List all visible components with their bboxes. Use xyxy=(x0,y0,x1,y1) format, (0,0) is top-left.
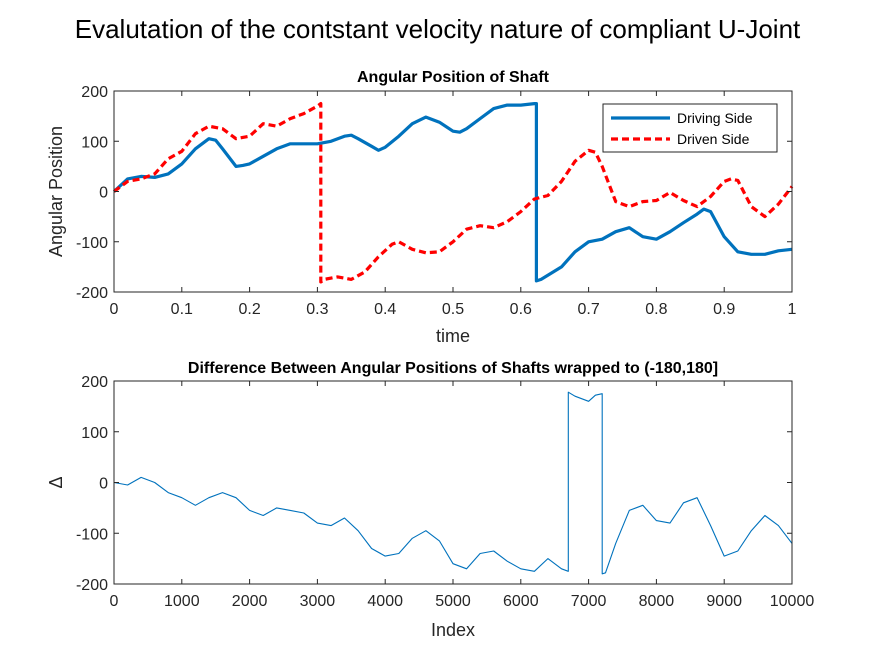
legend-box xyxy=(602,103,778,153)
series-group xyxy=(112,101,794,284)
x-tick-label: 4000 xyxy=(367,593,403,610)
x-tick-label: 6000 xyxy=(503,593,539,610)
x-tick-label: 8000 xyxy=(639,593,675,610)
figure-title: Evalutation of the contstant velocity na… xyxy=(74,14,801,44)
x-tick-label: 0 xyxy=(110,301,119,318)
series-line-1 xyxy=(113,391,793,575)
x-tick-label: 5000 xyxy=(435,593,471,610)
legend: Driving Side Driven Side xyxy=(602,103,778,153)
series-line-2 xyxy=(113,101,794,284)
x-tick-label: 0.6 xyxy=(510,301,532,318)
series-group xyxy=(113,391,793,575)
x-tick-label: 0.5 xyxy=(442,301,464,318)
y-axis-label: Angular Position xyxy=(46,126,66,257)
x-tick-label: 9000 xyxy=(706,593,742,610)
x-tick-label: 7000 xyxy=(571,593,607,610)
x-tick-label: 0 xyxy=(110,593,119,610)
x-tick-label: 0.8 xyxy=(645,301,667,318)
x-tick-label: 0.7 xyxy=(577,301,599,318)
y-tick-label: 100 xyxy=(81,425,108,442)
chart-title: Difference Between Angular Positions of … xyxy=(188,360,718,377)
y-tick-label: -100 xyxy=(76,526,108,543)
chart-title: Angular Position of Shaft xyxy=(357,69,550,86)
y-tick-label: -100 xyxy=(76,235,108,252)
y-tick-label: 200 xyxy=(81,84,108,101)
legend-label-1: Driving Side xyxy=(677,110,753,126)
y-tick-label: 0 xyxy=(99,185,108,202)
x-tick-label: 0.2 xyxy=(238,301,260,318)
y-axis-label: Δ xyxy=(46,476,66,488)
series-line-1 xyxy=(112,101,793,283)
x-tick-label: 2000 xyxy=(232,593,268,610)
x-tick-label: 0.4 xyxy=(374,301,396,318)
y-tick-label: -200 xyxy=(76,285,108,302)
x-tick-label: 10000 xyxy=(770,593,815,610)
y-tick-label: 0 xyxy=(99,476,108,493)
y-tick-label: 200 xyxy=(81,374,108,391)
x-axis-label: Index xyxy=(431,620,475,640)
x-tick-label: 1000 xyxy=(164,593,200,610)
x-tick-label: 0.9 xyxy=(713,301,735,318)
plot-area xyxy=(114,381,792,584)
x-axis-label: time xyxy=(436,326,470,346)
chart-2: 0 1000 2000 3000 4000 5000 6000 7000 8000 9000 100… xyxy=(46,360,814,640)
legend-label-2: Driven Side xyxy=(677,131,750,147)
x-tick-label: 0.3 xyxy=(306,301,328,318)
x-tick-label: 1 xyxy=(788,301,797,318)
x-tick-label: 0.1 xyxy=(171,301,193,318)
x-tick-label: 3000 xyxy=(300,593,336,610)
y-tick-label: 100 xyxy=(81,134,108,151)
y-tick-label: -200 xyxy=(76,577,108,594)
chart-1: 0 0.1 0.2 0.3 0.4 0.5 0.6 0.7 0.8 0.9 1 -200 -100 0 10… xyxy=(46,69,797,346)
